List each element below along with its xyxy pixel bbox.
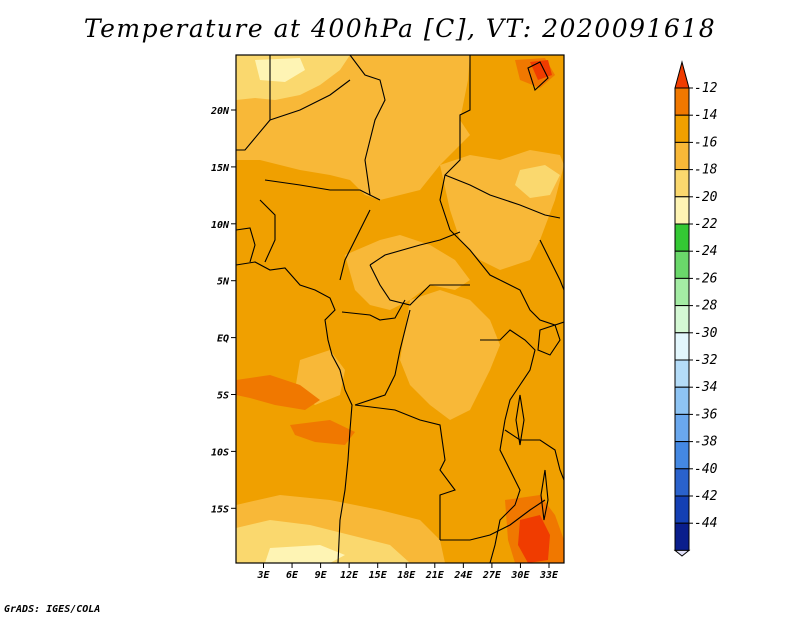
temperature-field xyxy=(236,55,564,563)
colorbar-box xyxy=(674,114,690,143)
lon-label: 15E xyxy=(369,570,388,581)
colorbar-label: -32 xyxy=(694,353,718,368)
colorbar-box xyxy=(674,332,690,361)
lon-label: 3E xyxy=(256,570,270,581)
lat-label: 15N xyxy=(211,163,230,174)
colorbar-bottom-triangle xyxy=(673,549,691,557)
colorbar-label: -16 xyxy=(694,135,718,150)
colorbar-label: -14 xyxy=(694,108,717,123)
lon-label: 21E xyxy=(425,570,445,581)
lon-label: 9E xyxy=(315,570,328,581)
colorbar-label: -26 xyxy=(694,271,718,286)
colorbar-label: -28 xyxy=(694,299,718,314)
colorbar-box xyxy=(674,468,690,497)
colorbar-box xyxy=(674,413,690,443)
latitude-axis: 20N 15N 10N 5N EQ 5S 10S 15S xyxy=(210,106,236,515)
lat-label: EQ xyxy=(217,334,229,345)
lat-label: 20N xyxy=(210,106,230,117)
colorbar-label: -22 xyxy=(694,217,718,232)
colorbar-top-triangle xyxy=(674,60,690,89)
colorbar-label: -36 xyxy=(694,407,718,422)
colorbar-label: -12 xyxy=(694,81,718,96)
colorbar-box xyxy=(674,141,690,171)
lon-label: 33E xyxy=(539,570,559,581)
lakes xyxy=(515,61,561,521)
lat-label: 10N xyxy=(211,220,230,231)
lon-label: 12E xyxy=(340,570,359,581)
colorbar-box xyxy=(674,196,690,225)
longitude-axis: 3E 6E 9E 12E 15E 18E 21E 24E 27E 30E 33E xyxy=(256,563,559,581)
colorbar: -12 -14 -16 -18 -20 -22 -24 -26 -28 -30 -32 -34 -36 -… xyxy=(673,60,718,557)
colorbar-label: -38 xyxy=(694,435,718,450)
colorbar-box xyxy=(674,223,690,252)
colorbar-label: -30 xyxy=(694,326,718,341)
colorbar-label: -34 xyxy=(694,380,717,395)
lat-label: 10S xyxy=(211,447,229,458)
colorbar-box xyxy=(674,250,690,279)
colorbar-box xyxy=(674,305,690,334)
colorbar-box xyxy=(674,495,690,524)
colorbar-box xyxy=(674,522,690,551)
lon-label: 6E xyxy=(286,570,299,581)
colorbar-label: -20 xyxy=(694,190,718,205)
colorbar-label: -42 xyxy=(694,489,718,504)
colorbar-label: -44 xyxy=(694,516,717,531)
colorbar-box xyxy=(674,441,690,470)
colorbar-label: -18 xyxy=(694,163,718,178)
field-band-20-22 xyxy=(255,58,345,563)
lon-label: 24E xyxy=(453,570,473,581)
colorbar-box xyxy=(674,169,690,198)
grads-credit: GrADS: IGES/COLA xyxy=(4,604,101,615)
map-frame xyxy=(235,54,565,564)
colorbar-box xyxy=(674,359,690,388)
colorbar-box xyxy=(674,277,690,307)
colorbar-box xyxy=(674,87,690,116)
lat-label: 15S xyxy=(211,504,229,515)
map-title: Temperature at 400hPa [C], VT: 202009161… xyxy=(83,14,717,43)
colorbar-label: -40 xyxy=(694,462,718,477)
lon-label: 27E xyxy=(482,570,502,581)
country-borders xyxy=(236,55,564,563)
colorbar-label: -24 xyxy=(694,244,717,259)
lon-label: 18E xyxy=(397,570,416,581)
colorbar-box xyxy=(674,386,690,415)
lat-label: 5N xyxy=(217,277,230,288)
lon-label: 30E xyxy=(510,570,530,581)
lat-label: 5S xyxy=(217,391,229,402)
